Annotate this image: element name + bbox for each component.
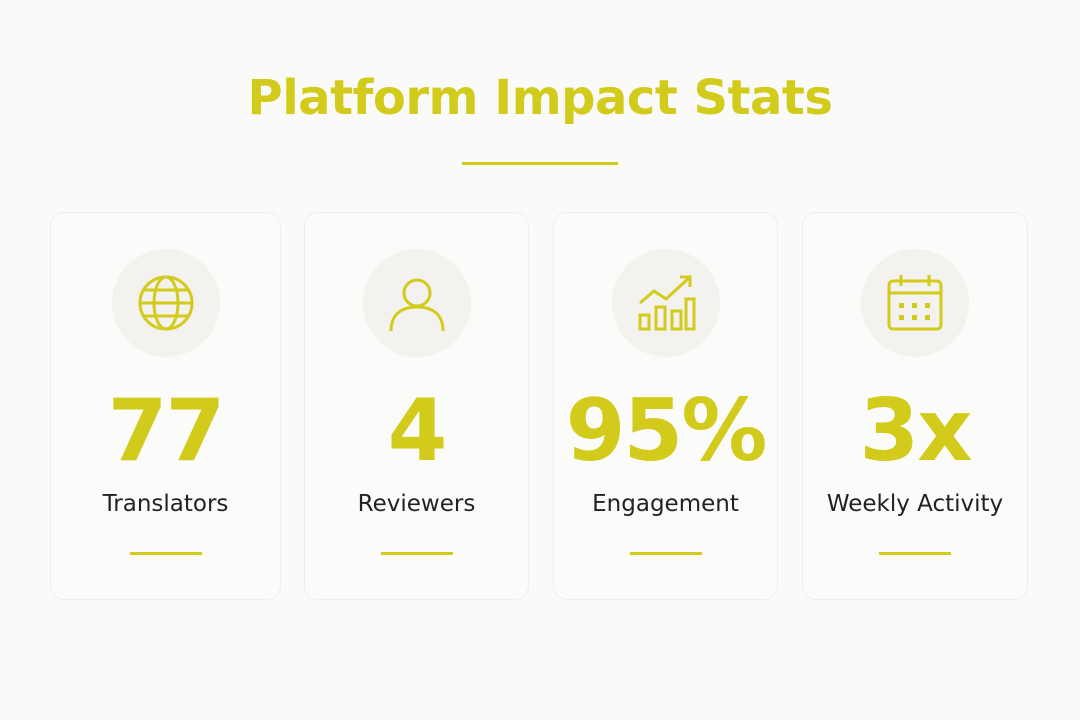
- globe-icon: [138, 275, 193, 331]
- stat-card: 4 Reviewers: [304, 212, 529, 600]
- title: Platform Impact Stats: [247, 70, 833, 126]
- stat-card: 77 Translators: [50, 212, 281, 600]
- stat-card: 3x Weekly Activity: [802, 212, 1028, 600]
- icon-circle: [611, 249, 720, 357]
- icon-circle: [362, 249, 471, 357]
- stat-label: Translators: [102, 491, 229, 517]
- stat-value: 4: [387, 381, 448, 481]
- calendar-icon: [887, 275, 943, 331]
- title-rule: [462, 162, 618, 165]
- stat-card: 95% Engagement: [553, 212, 778, 600]
- stat-value: 95%: [565, 381, 768, 481]
- stat-label: Weekly Activity: [826, 491, 1004, 517]
- stat-rule: [879, 552, 951, 555]
- icon-circle: [861, 249, 969, 357]
- growth-icon: [638, 275, 695, 331]
- stat-rule: [629, 552, 702, 555]
- stat-rule: [129, 552, 202, 555]
- stat-rule: [380, 552, 453, 555]
- icon-circle: [111, 249, 220, 357]
- stat-value: 77: [107, 381, 226, 481]
- stat-value: 3x: [859, 381, 972, 481]
- stat-label: Reviewers: [357, 491, 476, 517]
- stat-label: Engagement: [592, 491, 739, 517]
- user-icon: [389, 278, 444, 332]
